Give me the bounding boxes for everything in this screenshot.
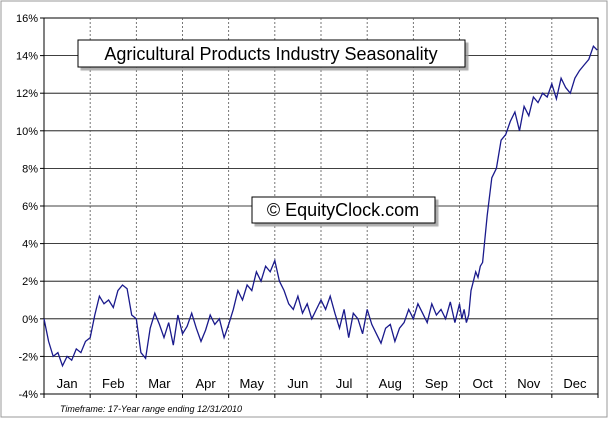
- y-tick-label: -2%: [18, 351, 38, 363]
- x-tick-label: Apr: [195, 376, 216, 391]
- x-tick-label: Jul: [336, 376, 353, 391]
- x-tick-label: Sep: [425, 376, 448, 391]
- y-tick-label: 12%: [16, 88, 38, 100]
- x-tick-label: Dec: [563, 376, 587, 391]
- y-tick-label: 4%: [22, 239, 38, 251]
- x-tick-label: Jun: [287, 376, 308, 391]
- y-tick-label: -4%: [18, 389, 38, 401]
- x-tick-label: Nov: [517, 376, 541, 391]
- chart-title: Agricultural Products Industry Seasonali…: [104, 44, 437, 64]
- watermark-box: © EquityClock.com: [251, 196, 436, 224]
- seasonality-series-line: [43, 44, 598, 368]
- x-tick-label: May: [239, 376, 264, 391]
- watermark-box-background: [251, 196, 436, 224]
- x-tick-label: Jan: [57, 376, 78, 391]
- x-axis-ticks: Jan Feb Mar Apr May Jun Jul Aug Sep Oct Nov Dec: [43, 376, 599, 398]
- timeframe-footnote: Timeframe: 17-Year range ending 12/31/20…: [60, 404, 242, 414]
- y-axis-ticks: -4% -2% 0% 2% 4% 6% 8% 10% 12% 14% 16%: [16, 13, 44, 401]
- x-tick-label: Aug: [379, 376, 402, 391]
- y-tick-label: 6%: [22, 201, 38, 213]
- x-tick-label: Mar: [148, 376, 171, 391]
- title-box-background: [77, 39, 466, 68]
- y-tick-label: 16%: [16, 13, 38, 25]
- watermark-text: © EquityClock.com: [267, 200, 419, 220]
- y-tick-label: 10%: [16, 126, 38, 138]
- y-tick-label: 14%: [16, 51, 38, 63]
- x-tick-label: Feb: [102, 376, 124, 391]
- x-tick-label: Oct: [472, 376, 493, 391]
- y-tick-label: 2%: [22, 276, 38, 288]
- chart-title-box: Agricultural Products Industry Seasonali…: [77, 39, 466, 68]
- y-tick-label: 0%: [22, 314, 38, 326]
- y-tick-label: 8%: [22, 163, 38, 175]
